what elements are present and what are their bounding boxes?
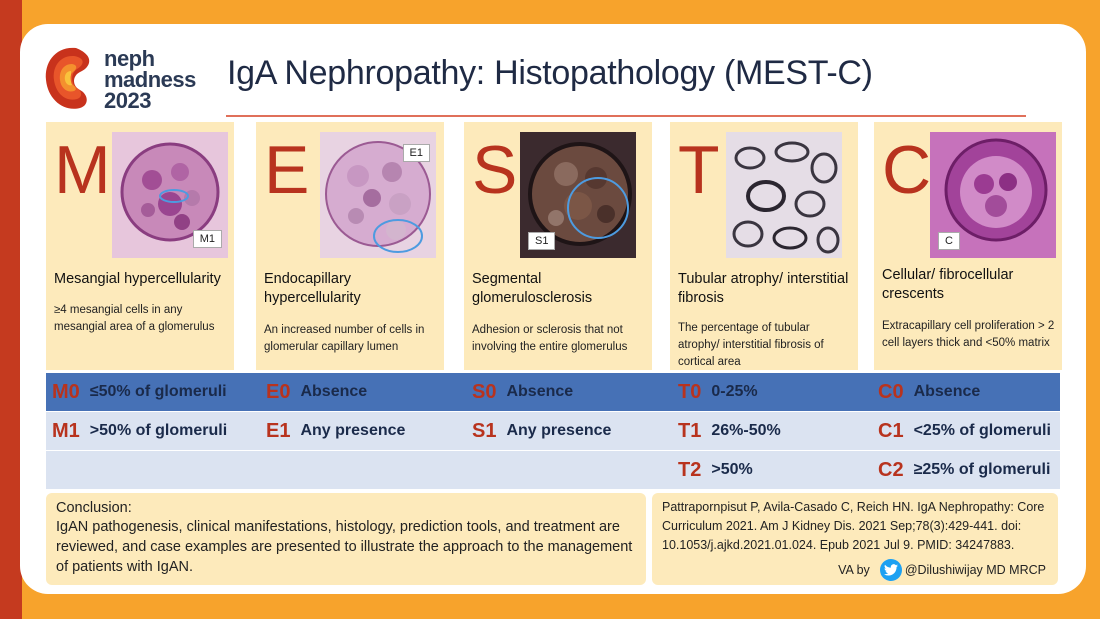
image-label: S1	[528, 232, 556, 250]
score-c2: C2 ≥25% of glomeruli	[878, 451, 1050, 489]
score-value: Any presence	[300, 422, 406, 439]
score-code: T2	[678, 458, 702, 481]
image-label: M1	[192, 230, 222, 248]
column-letter: C	[882, 132, 932, 208]
column-title: Mesangial hypercellularity	[54, 271, 221, 287]
score-code: S1	[472, 419, 497, 442]
page-title: IgA Nephropathy: Histopathology (MEST-C)	[227, 54, 873, 92]
score-value: Absence	[913, 383, 981, 400]
score-value: Any presence	[506, 422, 612, 439]
score-s0: S0 Absence	[472, 373, 573, 411]
score-code: E0	[266, 380, 291, 403]
reference-citation: Pattrapornpisut P, Avila-Casado C, Reich…	[662, 500, 1045, 552]
column-c: C C Cellular/ fibrocellular crescents Ex…	[874, 122, 1062, 370]
tubular-image-icon	[726, 132, 842, 258]
score-t0: T0 0-25%	[678, 373, 758, 411]
column-letter: M	[54, 132, 111, 208]
score-e1: E1 Any presence	[266, 412, 405, 450]
score-code: C1	[878, 419, 904, 442]
column-t: T Tubular atrophy/ interstitial fibrosis…	[670, 122, 858, 370]
score-c1: C1 <25% of glomeruli	[878, 412, 1051, 450]
glomerulus-image-icon	[112, 132, 228, 258]
slide-card: neph madness 2023 IgA Nephropathy: Histo…	[20, 24, 1086, 594]
score-value: ≤50% of glomeruli	[89, 383, 227, 400]
score-value: Absence	[506, 383, 574, 400]
glomerulus-image-icon	[320, 132, 436, 258]
logo-line-1: neph	[104, 46, 155, 71]
score-row-1: M1 >50% of glomeruli E1 Any presence S1 Any…	[46, 412, 1060, 450]
column-m: M M1 Mesangial hypercellularity ≥4 mesan…	[46, 122, 234, 370]
column-description: Adhesion or sclerosis that not involving…	[472, 324, 628, 353]
column-letter: E	[264, 132, 310, 208]
va-by-label: VA by	[838, 563, 870, 577]
score-code: M1	[52, 419, 80, 442]
score-row-2: T2 >50% C2 ≥25% of glomeruli	[46, 451, 1060, 489]
image-label: C	[938, 232, 960, 250]
score-value: <25% of glomeruli	[913, 422, 1051, 439]
score-row-0: M0 ≤50% of glomeruli E0 Absence S0 Absence …	[46, 373, 1060, 411]
score-value: >50%	[711, 461, 753, 478]
glomerulus-image-icon	[520, 132, 636, 258]
column-description: Extracapillary cell proliferation > 2 ce…	[882, 320, 1055, 349]
left-accent-bar	[0, 0, 22, 619]
nephmadness-logo: neph madness 2023	[42, 42, 222, 114]
column-title: Cellular/ fibrocellular crescents	[882, 267, 1014, 302]
attribution: VA by @Dilushiwijay MD MRCP	[838, 559, 1046, 581]
score-value: Absence	[300, 383, 368, 400]
score-e0: E0 Absence	[266, 373, 367, 411]
micrograph-c: C	[930, 132, 1056, 258]
conclusion-body: IgAN pathogenesis, clinical manifestatio…	[56, 519, 633, 575]
column-description: An increased number of cells in glomerul…	[264, 324, 425, 353]
column-e: E E1 Endocapillary hypercellularity An i…	[256, 122, 444, 370]
image-label: E1	[402, 144, 430, 162]
score-s1: S1 Any presence	[472, 412, 611, 450]
score-m0: M0 ≤50% of glomeruli	[52, 373, 227, 411]
score-code: T1	[678, 419, 702, 442]
score-c0: C0 Absence	[878, 373, 980, 411]
score-value: 0-25%	[711, 383, 758, 400]
score-value: 26%-50%	[711, 422, 781, 439]
twitter-bird-icon	[879, 559, 902, 581]
column-title: Endocapillary hypercellularity	[264, 271, 361, 306]
column-letter: T	[678, 132, 720, 208]
column-letter: S	[472, 132, 518, 208]
micrograph-e1: E1	[320, 132, 436, 258]
title-divider	[226, 115, 1026, 117]
kidney-logo-icon	[45, 47, 90, 109]
column-title: Segmental glomerulosclerosis	[472, 271, 593, 306]
score-code: M0	[52, 380, 80, 403]
logo-line-2: madness	[104, 67, 196, 92]
conclusion-heading: Conclusion:	[56, 500, 132, 516]
score-m1: M1 >50% of glomeruli	[52, 412, 227, 450]
score-code: T0	[678, 380, 702, 403]
score-value: ≥25% of glomeruli	[913, 461, 1051, 478]
score-t2: T2 >50%	[678, 451, 753, 489]
column-title: Tubular atrophy/ interstitial fibrosis	[678, 271, 849, 306]
score-value: >50% of glomeruli	[89, 422, 228, 439]
micrograph-t	[726, 132, 842, 258]
reference-panel: Pattrapornpisut P, Avila-Casado C, Reich…	[652, 493, 1058, 585]
column-description: The percentage of tubular atrophy/ inter…	[678, 322, 824, 368]
column-s: S S1 Segmental glomerulosclerosis Adhesi…	[464, 122, 652, 370]
micrograph-m1: M1	[112, 132, 228, 258]
twitter-handle[interactable]: @Dilushiwijay MD MRCP	[904, 563, 1046, 577]
conclusion-panel: Conclusion: IgAN pathogenesis, clinical …	[46, 493, 646, 585]
column-description: ≥4 mesangial cells in any mesangial area…	[54, 304, 215, 333]
score-code: C0	[878, 380, 904, 403]
score-code: S0	[472, 380, 497, 403]
score-t1: T1 26%-50%	[678, 412, 781, 450]
score-code: E1	[266, 419, 291, 442]
micrograph-s1: S1	[520, 132, 636, 258]
score-code: C2	[878, 458, 904, 481]
logo-line-3: 2023	[104, 88, 151, 113]
